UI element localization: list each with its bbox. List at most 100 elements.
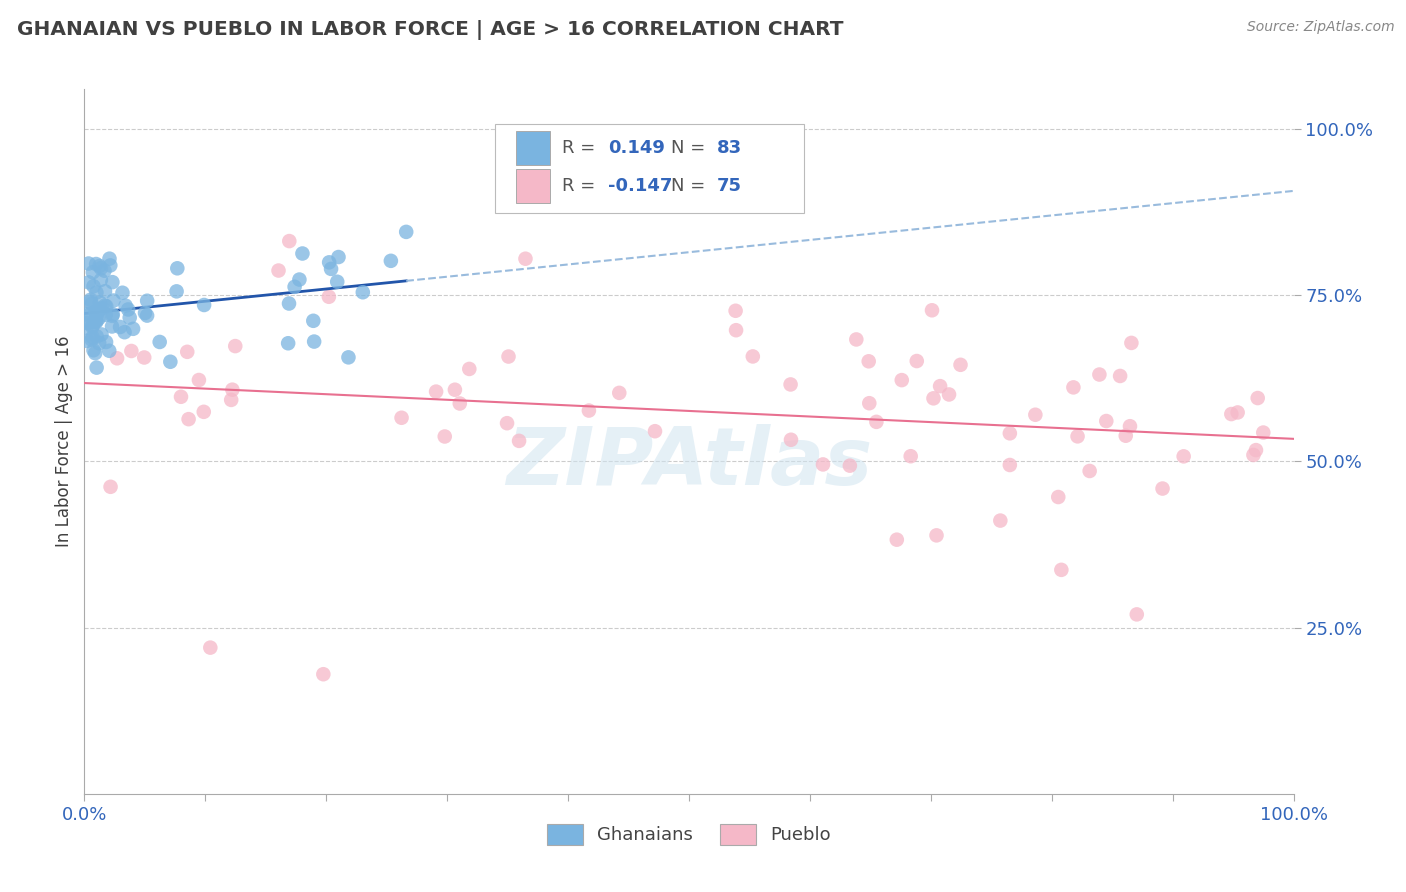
Point xyxy=(725,323,748,337)
Point xyxy=(291,246,314,260)
Point xyxy=(77,276,100,290)
Point xyxy=(176,344,198,359)
Text: N =: N = xyxy=(671,177,711,194)
Point xyxy=(724,303,747,318)
Point xyxy=(94,284,117,298)
Point xyxy=(1244,443,1267,458)
Point xyxy=(425,384,447,399)
Point xyxy=(318,290,340,304)
Point xyxy=(89,336,111,351)
Point xyxy=(82,319,104,334)
Point xyxy=(84,346,107,360)
Point xyxy=(193,298,215,312)
Point xyxy=(391,410,413,425)
Point xyxy=(96,299,118,313)
Point xyxy=(302,334,325,349)
Text: 75: 75 xyxy=(717,177,742,194)
Point xyxy=(1173,450,1195,464)
Text: 83: 83 xyxy=(717,138,742,157)
Text: N =: N = xyxy=(671,138,711,157)
Point xyxy=(80,333,103,347)
Point xyxy=(82,265,104,279)
Point xyxy=(278,296,301,310)
Point xyxy=(87,302,110,317)
Point xyxy=(84,314,107,328)
Point xyxy=(938,387,960,401)
Point xyxy=(83,279,105,293)
Point xyxy=(1220,407,1243,421)
Point xyxy=(166,285,188,299)
Text: GHANAIAN VS PUEBLO IN LABOR FORCE | AGE > 16 CORRELATION CHART: GHANAIAN VS PUEBLO IN LABOR FORCE | AGE … xyxy=(17,20,844,39)
Point xyxy=(1115,428,1137,442)
Text: R =: R = xyxy=(562,177,600,194)
Point xyxy=(200,640,222,655)
Point xyxy=(319,261,342,276)
Point xyxy=(84,305,107,319)
Point xyxy=(1152,482,1174,496)
Point xyxy=(644,424,666,438)
Point xyxy=(101,275,124,289)
Point xyxy=(122,322,145,336)
Point xyxy=(221,383,243,397)
Point xyxy=(277,336,299,351)
Point xyxy=(352,285,374,300)
Point xyxy=(1251,425,1274,440)
Point xyxy=(380,253,402,268)
Point xyxy=(905,354,928,368)
Point xyxy=(76,316,98,330)
Text: -0.147: -0.147 xyxy=(607,177,672,194)
Point xyxy=(998,458,1021,472)
Point xyxy=(433,429,456,443)
Point xyxy=(82,330,104,344)
Point xyxy=(886,533,908,547)
Point xyxy=(75,320,97,334)
Point xyxy=(1050,563,1073,577)
Point xyxy=(159,355,181,369)
Point xyxy=(114,325,136,339)
Point xyxy=(845,333,868,347)
Point xyxy=(929,379,952,393)
Point xyxy=(1241,448,1264,462)
Point xyxy=(890,373,912,387)
Point xyxy=(1024,408,1046,422)
Point xyxy=(858,354,880,368)
Point xyxy=(741,350,763,364)
Point xyxy=(98,259,121,273)
Point xyxy=(219,392,242,407)
Point xyxy=(1062,380,1084,394)
Point xyxy=(811,458,834,472)
Point xyxy=(288,272,311,286)
Point xyxy=(101,307,124,321)
Point xyxy=(267,263,290,277)
Point xyxy=(949,358,972,372)
Point xyxy=(988,514,1011,528)
Point xyxy=(166,261,188,276)
Point xyxy=(149,334,172,349)
Point xyxy=(193,405,215,419)
Point xyxy=(337,351,360,365)
Point xyxy=(82,343,104,358)
Point xyxy=(77,256,100,270)
Point xyxy=(921,303,943,318)
Point xyxy=(86,304,108,318)
Point xyxy=(1078,464,1101,478)
Point xyxy=(458,362,481,376)
Point xyxy=(90,273,112,287)
Point xyxy=(108,320,131,334)
Point xyxy=(79,307,101,321)
Point xyxy=(779,377,801,392)
Point xyxy=(86,285,108,300)
Point xyxy=(94,308,117,322)
Point xyxy=(318,255,340,269)
Point xyxy=(187,373,209,387)
Point xyxy=(170,390,193,404)
Point xyxy=(90,327,112,342)
Point xyxy=(89,259,111,273)
Point xyxy=(278,234,301,248)
Point xyxy=(118,310,141,325)
Point xyxy=(444,383,467,397)
Point xyxy=(101,319,124,334)
Point xyxy=(1226,405,1249,419)
Text: Source: ZipAtlas.com: Source: ZipAtlas.com xyxy=(1247,20,1395,34)
Point xyxy=(922,392,945,406)
